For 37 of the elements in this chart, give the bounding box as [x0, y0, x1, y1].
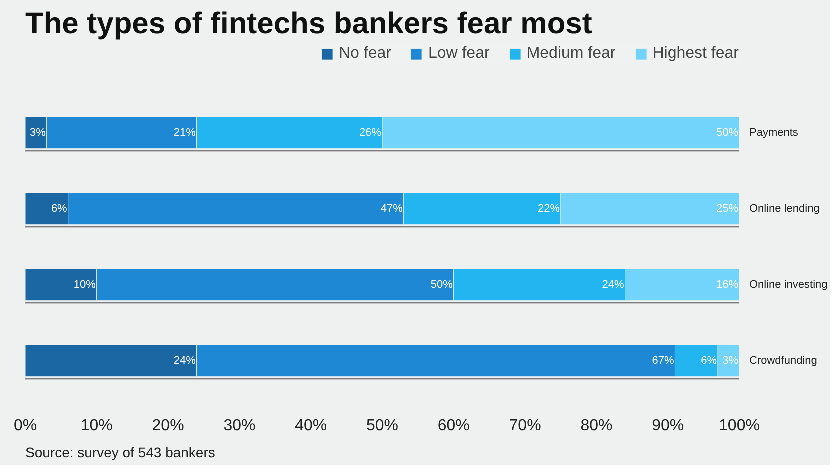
- y-tick-label: Crowdfunding: [750, 354, 818, 367]
- data-label: 47%: [380, 202, 404, 215]
- legend-label: Medium fear: [526, 45, 616, 63]
- x-tick-label: 60%: [438, 418, 470, 434]
- source-note: Source: survey of 543 bankers: [26, 444, 216, 460]
- data-label: 26%: [359, 126, 382, 139]
- legend-label: Highest fear: [652, 45, 739, 63]
- legend-label: Low fear: [428, 45, 490, 63]
- data-label: 6%: [51, 202, 68, 215]
- data-label: 24%: [174, 354, 196, 367]
- data-label: 10%: [74, 278, 96, 291]
- data-label: 3%: [30, 126, 46, 139]
- data-label: 6%: [701, 354, 718, 367]
- x-tick-label: 0%: [14, 418, 38, 434]
- data-label: 3%: [722, 354, 739, 367]
- legend-label: No fear: [338, 45, 392, 63]
- data-label: 24%: [602, 278, 624, 291]
- x-tick-label: 10%: [80, 418, 113, 434]
- x-tick-label: 80%: [580, 418, 613, 434]
- x-tick-label: 50%: [366, 418, 399, 434]
- data-label: 50%: [716, 126, 739, 139]
- data-label: 50%: [430, 278, 454, 291]
- y-tick-label: Payments: [750, 126, 799, 139]
- data-label: 21%: [174, 126, 196, 139]
- x-tick-label: 40%: [295, 418, 328, 434]
- y-tick-label: Online lending: [750, 202, 820, 215]
- data-label: 25%: [716, 202, 739, 215]
- y-tick-label: Online investing: [750, 278, 828, 291]
- data-label: 22%: [538, 202, 560, 215]
- data-label: 16%: [716, 278, 739, 291]
- x-tick-label: 100%: [719, 418, 760, 434]
- chart-title: The types of fintechs bankers fear most: [26, 8, 592, 40]
- x-tick-label: 30%: [224, 418, 256, 434]
- x-tick-label: 90%: [652, 418, 684, 434]
- x-tick-label: 20%: [152, 418, 184, 434]
- x-tick-label: 70%: [509, 418, 542, 434]
- data-label: 67%: [652, 354, 674, 367]
